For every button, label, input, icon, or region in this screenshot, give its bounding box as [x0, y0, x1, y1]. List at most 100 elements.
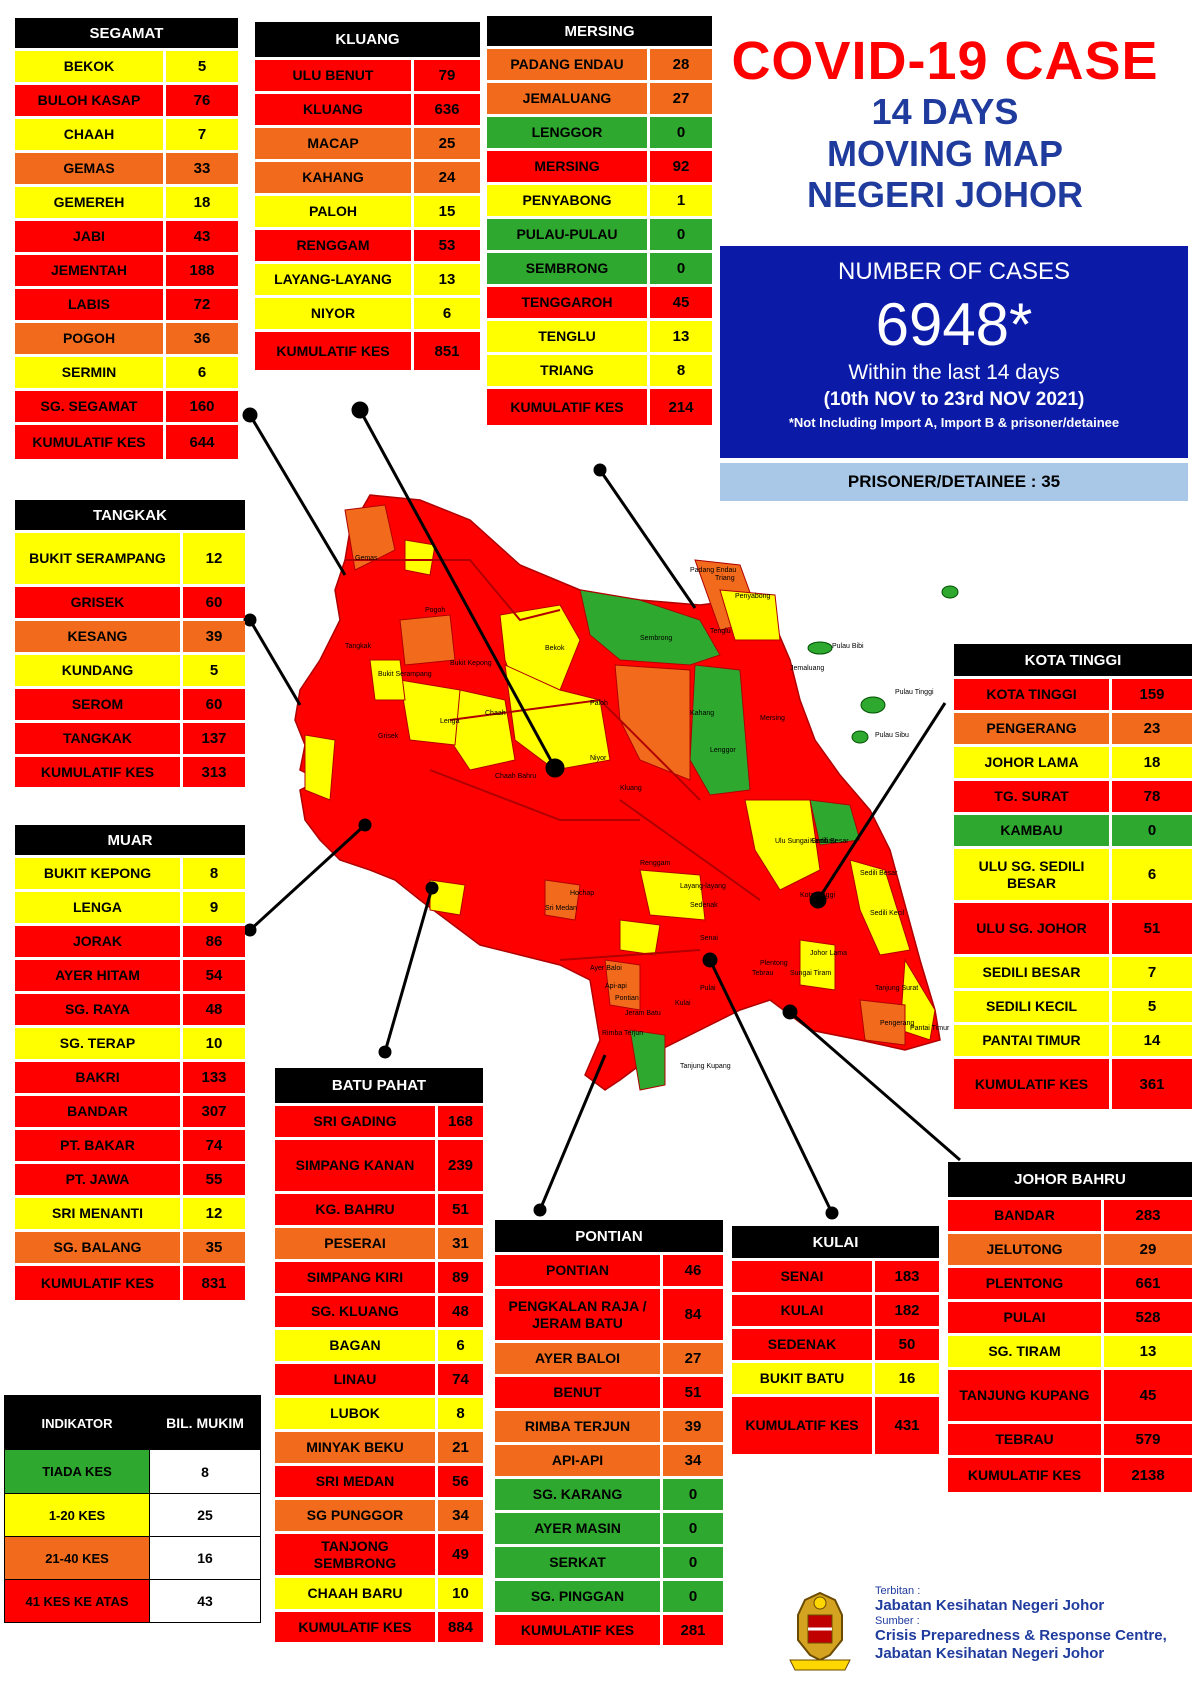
mukim-case-count: 9 [183, 892, 245, 923]
mukim-name: BANDAR [15, 1096, 180, 1127]
mukim-name: PT. BAKAR [15, 1130, 180, 1161]
mukim-name: RENGGAM [255, 230, 411, 261]
mukim-case-count: 10 [438, 1578, 483, 1609]
district-total-label: KUMULATIF KES [15, 757, 180, 787]
mukim-patch-lenggor [689, 664, 751, 796]
mukim-name: PENYABONG [487, 185, 647, 216]
mukim-row: ULU SG. SEDILI BESAR 6 [954, 849, 1192, 900]
map-place-label: Ulu Sungai Sedili Besar [775, 838, 849, 845]
mukim-name: ULU BENUT [255, 60, 411, 91]
mukim-row: KAHANG 24 [255, 162, 480, 193]
mukim-name: KLUANG [255, 94, 411, 125]
mukim-row: TENGLU 13 [487, 321, 712, 352]
map-place-label: Tebrau [752, 970, 774, 977]
map-place-label: Pengerang [880, 1020, 914, 1027]
district-name: KLUANG [255, 22, 480, 57]
mukim-case-count: 8 [438, 1398, 483, 1429]
mukim-name: KAMBAU [954, 815, 1109, 846]
mukim-case-count: 78 [1112, 781, 1192, 812]
mukim-name: SEDILI BESAR [954, 957, 1109, 988]
summary-box: NUMBER OF CASES 6948* Within the last 14… [720, 246, 1188, 458]
mukim-name: SEMBRONG [487, 253, 647, 284]
mukim-row: LINAU 74 [275, 1364, 483, 1395]
mukim-row: SEROM 60 [15, 689, 245, 720]
map-place-label: Bukit Serampang [378, 671, 432, 678]
mukim-case-count: 16 [875, 1363, 939, 1394]
mukim-patch-lenga [399, 679, 461, 746]
mukim-case-count: 23 [1112, 713, 1192, 744]
mukim-row: SIMPANG KANAN 239 [275, 1140, 483, 1191]
mukim-case-count: 0 [663, 1581, 723, 1612]
mukim-case-count: 48 [438, 1296, 483, 1327]
mukim-name: JEMENTAH [15, 255, 163, 286]
district-total-value: 644 [166, 425, 238, 459]
legend-row: 21-40 KES 16 [5, 1536, 260, 1579]
mukim-row: PULAI 528 [948, 1302, 1192, 1333]
mukim-case-count: 13 [1104, 1336, 1192, 1367]
district-total-label: KUMULATIF KES [255, 332, 411, 370]
mukim-name: BUKIT KEPONG [15, 858, 180, 889]
map-place-label: Kluang [620, 785, 642, 792]
mukim-row: BANDAR 307 [15, 1096, 245, 1127]
mukim-case-count: 89 [438, 1262, 483, 1293]
district-total-row: KUMULATIF KES 431 [732, 1397, 939, 1454]
mukim-case-count: 12 [183, 1198, 245, 1229]
mukim-row: AYER BALOI 27 [495, 1343, 723, 1374]
map-place-label: Pulau Sibu [875, 732, 909, 739]
mukim-case-count: 51 [663, 1377, 723, 1408]
district-total-value: 214 [650, 389, 712, 425]
mukim-row: AYER HITAM 54 [15, 960, 245, 991]
mukim-case-count: 27 [650, 83, 712, 114]
map-place-labels: Gemas Bukit Serampang Bukit Kepong Lenga Cha… [345, 555, 950, 1070]
mukim-name: PESERAI [275, 1228, 435, 1259]
mukim-name: RIMBA TERJUN [495, 1411, 660, 1442]
mukim-name: PENGKALAN RAJA / JERAM BATU [495, 1289, 660, 1340]
mukim-case-count: 7 [1112, 957, 1192, 988]
map-place-label: Johor Lama [810, 950, 847, 957]
map-place-label: Gemas [355, 555, 378, 562]
mukim-name: PANTAI TIMUR [954, 1025, 1109, 1056]
mukim-patch-kambau [809, 799, 861, 846]
mukim-name: BULOH KASAP [15, 85, 163, 116]
legend-indicator: 41 KES KE ATAS [5, 1580, 150, 1622]
mukim-case-count: 5 [1112, 991, 1192, 1022]
map-place-label: Lenggor [710, 747, 736, 754]
mukim-name: SERMIN [15, 357, 163, 388]
mukim-patch-bukit-serampang [369, 659, 406, 701]
mukim-case-count: 0 [650, 253, 712, 284]
mukim-name: SEDENAK [732, 1329, 872, 1360]
legend-header: INDIKATOR BIL. MUKIM [5, 1396, 260, 1450]
mukim-row: JEMENTAH 188 [15, 255, 238, 286]
mukim-name: LENGGOR [487, 117, 647, 148]
mukim-patch-sembrong [579, 589, 721, 666]
mukim-name: BUKIT SERAMPANG [15, 533, 180, 584]
map-place-label: Penyabong [735, 593, 771, 600]
mukim-row: TENGGAROH 45 [487, 287, 712, 318]
footer: Terbitan : Jabatan Kesihatan Negeri Joho… [780, 1585, 1195, 1685]
mukim-name: BUKIT BATU [732, 1363, 872, 1394]
mukim-case-count: 18 [1112, 747, 1192, 778]
summary-total: 6948* [875, 291, 1033, 358]
mukim-name: AYER HITAM [15, 960, 180, 991]
prisoner-bar: PRISONER/DETAINEE : 35 [720, 463, 1188, 501]
mukim-row: GEMAS 33 [15, 153, 238, 184]
mukim-case-count: 34 [663, 1445, 723, 1476]
footer-terbitan: Jabatan Kesihatan Negeri Johor [875, 1597, 1105, 1614]
mukim-row: SG. PINGGAN 0 [495, 1581, 723, 1612]
mukim-row: BUKIT KEPONG 8 [15, 858, 245, 889]
map-place-label: Pontian [615, 995, 639, 1002]
map-place-label: Pogoh [425, 607, 445, 614]
district-table-pontian: PONTIAN PONTIAN 46 PENGKALAN RAJA / JERAM B… [495, 1220, 723, 1648]
mukim-name: BANDAR [948, 1200, 1101, 1231]
johor-landmass [294, 494, 941, 1091]
mukim-patch-tangkak [304, 734, 336, 801]
mukim-patch-johor-lama [799, 939, 836, 991]
mukim-row: SG. SEGAMAT 160 [15, 391, 238, 422]
mukim-name: MINYAK BEKU [275, 1432, 435, 1463]
mukim-case-count: 5 [166, 51, 238, 82]
footer-terbitan-label: Terbitan : [875, 1585, 921, 1597]
mukim-name: BEKOK [15, 51, 163, 82]
mukim-row: KOTA TINGGI 159 [954, 679, 1192, 710]
mukim-case-count: 51 [438, 1194, 483, 1225]
mukim-name: LAYANG-LAYANG [255, 264, 411, 295]
